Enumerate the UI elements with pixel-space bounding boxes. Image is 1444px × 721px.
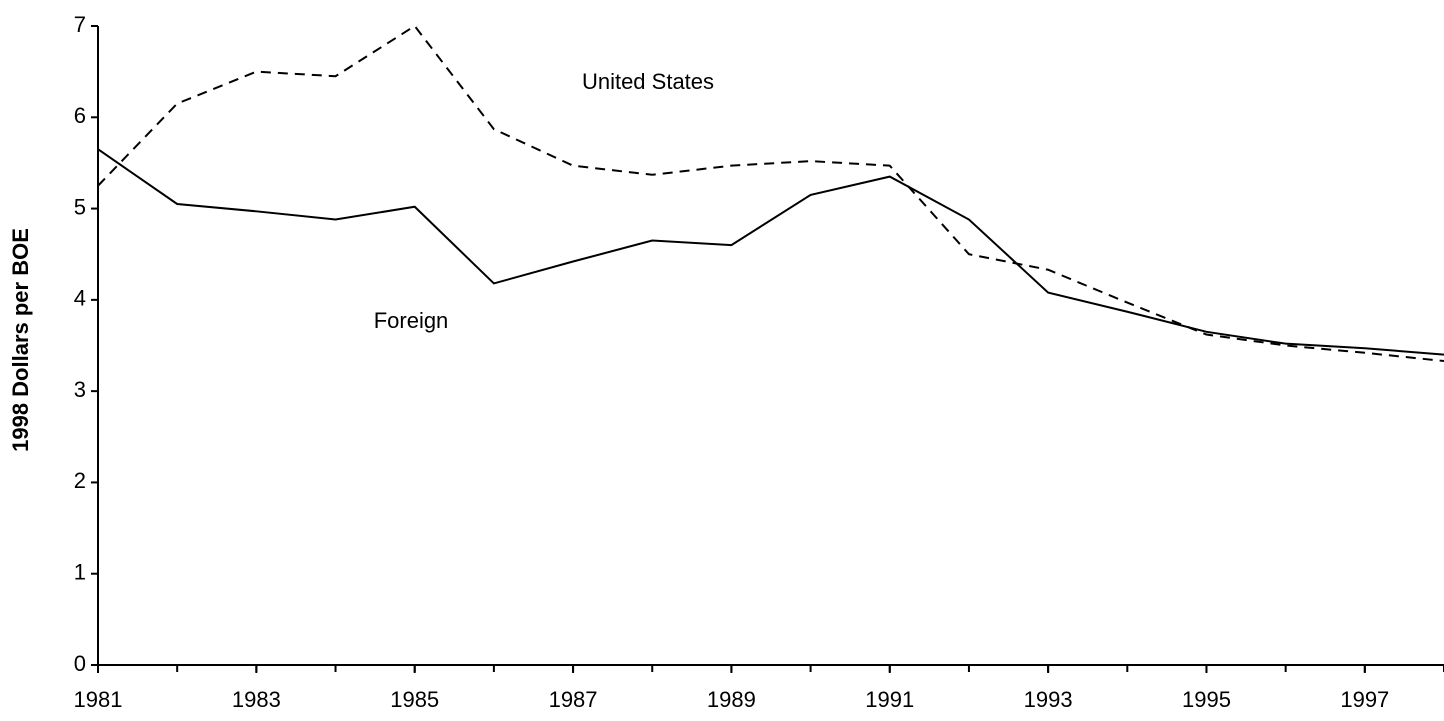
series-label: Foreign (374, 308, 449, 333)
y-tick-label: 2 (74, 468, 86, 493)
y-tick-label: 6 (74, 103, 86, 128)
x-tick-label: 1981 (74, 687, 123, 712)
y-tick-label: 4 (74, 286, 86, 311)
series-line (97, 148, 1444, 356)
series-line (97, 24, 1444, 363)
x-tick-label: 1995 (1182, 687, 1231, 712)
x-tick-label: 1985 (390, 687, 439, 712)
y-tick-label: 7 (74, 12, 86, 37)
x-tick-label: 1991 (865, 687, 914, 712)
x-tick-label: 1993 (1024, 687, 1073, 712)
y-tick-label: 1 (74, 560, 86, 585)
y-tick-label: 0 (74, 651, 86, 676)
x-tick-label: 1997 (1340, 687, 1389, 712)
y-tick-label: 5 (74, 194, 86, 219)
x-tick-label: 1989 (707, 687, 756, 712)
x-tick-label: 1987 (549, 687, 598, 712)
y-axis-label: 1998 Dollars per BOE (8, 228, 33, 452)
x-tick-label: 1983 (232, 687, 281, 712)
y-tick-label: 3 (74, 377, 86, 402)
series-label: United States (582, 69, 714, 94)
